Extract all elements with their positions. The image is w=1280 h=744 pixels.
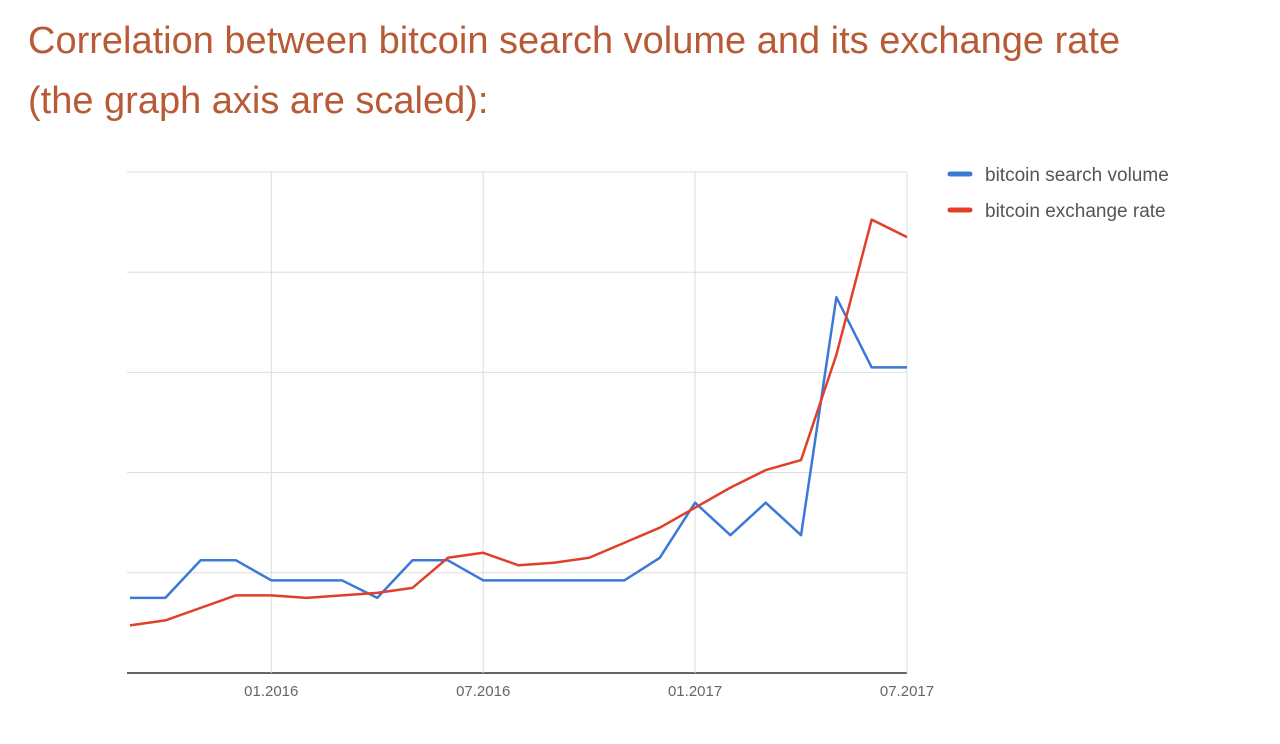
series-line [129, 218, 908, 627]
chart-title: Correlation between bitcoin search volum… [28, 20, 1120, 62]
chart-subtitle: (the graph axis are scaled): [28, 80, 488, 122]
legend-label: bitcoin search volume [985, 165, 1169, 186]
series-line [130, 296, 907, 600]
x-tick-label: 07.2017 [880, 683, 934, 700]
x-tick-label: 07.2016 [456, 683, 510, 700]
x-tick-label: 01.2017 [668, 683, 722, 700]
legend-label: bitcoin exchange rate [985, 201, 1166, 222]
x-tick-label: 01.2016 [244, 683, 298, 700]
